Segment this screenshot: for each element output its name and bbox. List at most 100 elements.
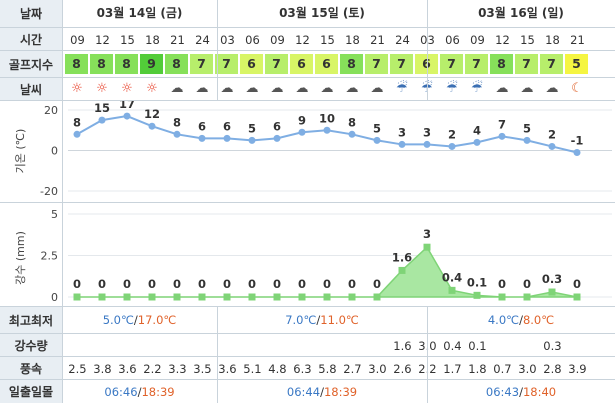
- rain-value: 0: [498, 277, 506, 291]
- cloud-icon: ☁: [295, 81, 309, 96]
- temp-label-cell: [0, 101, 62, 201]
- rain-value: 0: [173, 277, 181, 291]
- cloud-icon: ☁: [520, 81, 534, 96]
- hour-cell: 09: [470, 33, 485, 47]
- cloud-icon: ☁: [345, 81, 359, 96]
- temperature-point: [173, 130, 181, 138]
- golf-index-cell: 8: [165, 54, 188, 74]
- rain-value: 3: [423, 227, 431, 241]
- rain-value: 0: [523, 277, 531, 291]
- sun-icon: ☼: [121, 81, 133, 96]
- rain-tick-label: 5: [51, 208, 58, 221]
- cloud-icon: ☁: [320, 81, 334, 96]
- rain-label-cell: [0, 203, 62, 305]
- cloud-icon: ☁: [170, 81, 184, 96]
- golf-index-cell: 7: [190, 54, 213, 74]
- temperature-value: 8: [73, 115, 81, 129]
- wind-label: 풍속: [0, 357, 62, 379]
- minmax-label: 최고최저: [0, 307, 62, 333]
- golf-index-cell: 6: [315, 54, 338, 74]
- temperature-value: 6: [223, 119, 231, 133]
- rain-value: 0: [298, 277, 306, 291]
- wind-cell: 0.7: [493, 362, 512, 376]
- temperature-point: [98, 116, 106, 124]
- golf-index-cell: 8: [340, 54, 363, 74]
- sunrise-2: 06:44: [286, 385, 321, 399]
- temperature-point: [198, 134, 206, 142]
- rain-value: 0: [98, 277, 106, 291]
- wind-cell: 1.8: [468, 362, 487, 376]
- golf-index-cell: 7: [540, 54, 563, 74]
- rain-point: [548, 288, 556, 296]
- golf-index-cell: 7: [390, 54, 413, 74]
- rain-point: [398, 266, 406, 274]
- hour-cell: 18: [545, 33, 560, 47]
- temperature-point: [148, 122, 156, 130]
- wind-cell: 6.3: [293, 362, 312, 376]
- hour-cell: 09: [270, 33, 285, 47]
- hour-cell: 15: [120, 33, 135, 47]
- min-temp-3: 4.0℃: [487, 313, 520, 327]
- rain-tick-label: 2.5: [41, 250, 59, 263]
- rain-amount-cell: 0.3: [543, 339, 562, 353]
- rain-value: 0: [573, 277, 581, 291]
- golf-index-cell: 7: [265, 54, 288, 74]
- rain-point: [573, 293, 581, 301]
- temperature-value: 6: [273, 119, 281, 133]
- temperature-value: 6: [198, 119, 206, 133]
- temperature-value: 9: [298, 113, 306, 127]
- cloud-icon: ☁: [220, 81, 234, 96]
- golf-index-cell: 8: [490, 54, 513, 74]
- temperature-value: 5: [523, 121, 531, 135]
- temperature-point: [298, 128, 306, 136]
- wind-cell: 2.6: [393, 362, 412, 376]
- hour-cell: 12: [495, 33, 510, 47]
- golf-index-cell: 7: [440, 54, 463, 74]
- rain-point: [348, 293, 356, 301]
- hour-cell: 15: [320, 33, 335, 47]
- temperature-value: 7: [498, 117, 506, 131]
- sunrise-3: 06:43: [485, 385, 520, 399]
- rain-icon: ☔: [446, 81, 458, 96]
- weather-label: 날씨: [0, 78, 62, 100]
- day-title-2: 03월 15일 (토): [279, 6, 365, 20]
- rain-point: [473, 291, 481, 299]
- rain-chart: 강수 (mm) 5 2.5 0 0 0 0 0 0 0 0 0 0 0 0 0 0 1.6 3 0.4 0.1 0 0 0.…: [14, 208, 612, 304]
- hour-cell: 21: [370, 33, 385, 47]
- rain-value: 0: [73, 277, 81, 291]
- rain-icon: ☔: [396, 81, 408, 96]
- temperature-value: 5: [373, 121, 381, 135]
- sun-label: 일출일몰: [0, 380, 62, 403]
- temperature-point: [73, 130, 81, 138]
- hour-cell: 03: [220, 33, 235, 47]
- max-temp-1: 17.0℃: [137, 313, 177, 327]
- temperature-point: [398, 140, 406, 148]
- date-label: 날짜: [0, 0, 62, 27]
- sunset-1: 18:39: [141, 385, 175, 399]
- rain-value: 0: [323, 277, 331, 291]
- golf-index-cell: 7: [465, 54, 488, 74]
- rain-value: 0: [123, 277, 131, 291]
- rain-point: [298, 293, 306, 301]
- rain-point: [448, 286, 456, 294]
- rain-amount-label: 강수량: [0, 334, 62, 356]
- sun-day-1: 06:46/18:39: [104, 385, 175, 399]
- cloud-icon: ☁: [370, 81, 384, 96]
- wind-cell: 3.6: [118, 362, 137, 376]
- minmax-day-3: 4.0℃/8.0℃: [427, 313, 615, 327]
- temperature-point: [348, 130, 356, 138]
- cloud-icon: ☁: [270, 81, 284, 96]
- temperature-point: [223, 134, 231, 142]
- wind-cell: 2.7: [343, 362, 362, 376]
- temperature-value: -1: [571, 134, 584, 148]
- temperature-value: 3: [423, 125, 431, 139]
- temperature-value: 5: [248, 121, 256, 135]
- golf-index-cell: 6: [415, 54, 438, 74]
- temperature-value: 8: [348, 115, 356, 129]
- rain-point: [223, 293, 231, 301]
- rain-value: 0.3: [542, 272, 562, 286]
- rain-value: 0: [348, 277, 356, 291]
- rain-amount-cell: 0.4: [443, 339, 462, 353]
- hour-cell: 24: [195, 33, 210, 47]
- rain-value: 1.6: [392, 250, 412, 264]
